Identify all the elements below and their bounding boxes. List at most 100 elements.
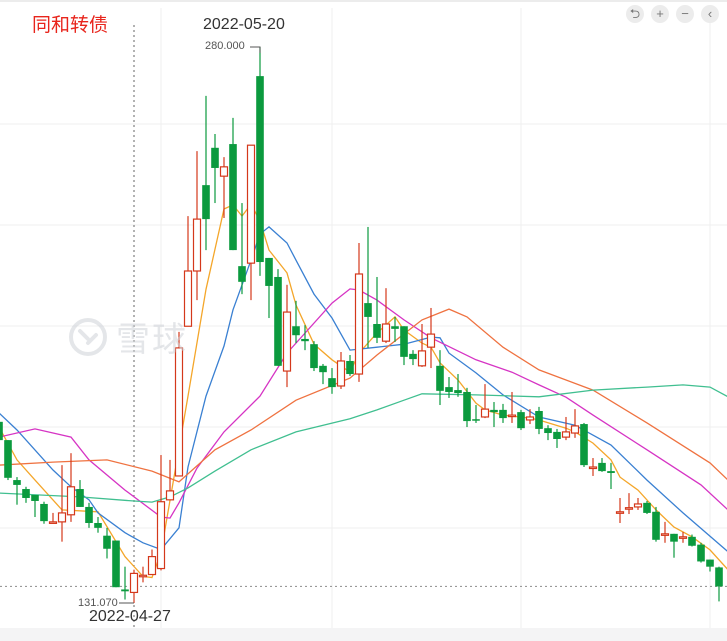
candle-body-down [454,390,462,394]
candle-body-up [588,466,598,470]
candle-body-up [246,144,256,264]
candle-body-down [40,503,48,522]
candle-body-up [138,574,148,578]
reset-button[interactable]: ⮌ [626,5,644,23]
candle-body-down [607,471,615,473]
candle-body-up [660,533,670,536]
candle-body-up [561,431,571,438]
watermark-logo: 雪球 [68,312,188,361]
candle-body-up [183,270,193,327]
candle-body-up [525,416,535,421]
chevron-left-icon: ‹ [707,6,713,21]
candle-body-up [381,323,391,342]
zoom-out-button[interactable]: − [676,5,694,23]
candle-body-down [580,424,588,466]
candle-body-up [66,486,76,516]
ma10-line [0,226,727,552]
candle-body-up [615,511,625,514]
candle-body-down [103,535,111,549]
candle-body-down [490,409,498,413]
candle-body-down [697,544,705,562]
candle-body-down [202,185,210,220]
candle-body-down [499,409,507,419]
candle-body-up [219,166,229,177]
candlestick-chart[interactable] [0,0,727,628]
zoom-in-button[interactable]: + [651,5,669,23]
candle-body-down [301,338,309,342]
candle-body-down [85,506,93,523]
candle-body-up [174,347,184,477]
candle-body-down [319,365,327,373]
candle-body-down [436,365,444,391]
max-date-label: 2022-05-20 [203,16,285,33]
candle-body-down [535,410,543,429]
candle-body-down [598,462,606,472]
candle-body-down [346,360,354,375]
candle-body-up [426,333,436,348]
candle-body-down [229,144,237,251]
candle-body-down [400,326,408,357]
candle-body-up [165,490,175,501]
snowball-logo-icon [69,317,107,356]
max-leader-line [250,46,261,53]
ma60-line [0,384,727,503]
candle-body-down [391,326,399,329]
candle-body-down [706,559,714,567]
candle-body-down [670,533,678,542]
chart-title: 同和转债 [32,14,109,36]
candle-body-down [688,536,696,546]
candle-body-up [156,501,166,570]
candle-body-down [517,412,525,429]
candle-body-down [409,353,417,360]
min-date-label: 2022-04-27 [89,608,171,625]
candle-body-down [31,494,39,501]
candle-body-down [211,147,219,168]
candle-body-down [328,378,336,388]
candle-body-up [282,311,292,372]
candle-body-up [678,536,688,539]
candle-body-down [265,257,273,286]
candle-body-up [48,521,58,524]
candle-body-down [472,419,480,421]
candle-body-down [310,344,318,369]
candle-body-up [57,512,67,523]
max-price-label: 280.000 [205,40,245,52]
candle-body-down [76,489,84,507]
candle-body-down [715,567,723,587]
chart-toolbar: ⮌ + − ‹ [626,5,719,23]
scroll-left-button[interactable]: ‹ [701,5,719,23]
candle-body-up [633,503,643,508]
candle-body-up [129,572,139,594]
candle-body-down [445,387,453,392]
candle-body-down [643,502,651,513]
candle-body-up [417,350,427,367]
candle-body-down [256,76,264,263]
candle-body-down [112,540,120,588]
candle-body-down [121,589,129,592]
undo-icon: ⮌ [629,6,641,21]
candle-body-up [570,425,580,434]
candle-body-down [364,303,372,317]
candle-body-up [192,218,202,272]
ma20-line [0,288,727,519]
candle-body-up [354,273,364,375]
candle-body-down [652,511,660,540]
candle-body-down [292,326,300,336]
candle-body-down [373,324,381,338]
candle-body-down [553,431,561,439]
candle-body-up [147,555,157,576]
watermark-text: 雪球 [116,320,188,360]
candle-body-down [0,421,3,441]
candle-body-down [94,522,102,528]
min-price-label: 131.070 [78,597,118,609]
candle-body-up [624,507,634,510]
minus-icon: − [681,6,689,21]
candle-body-down [238,266,246,282]
candle-body-down [544,428,552,434]
top-border [0,0,727,2]
time-axis-strip [0,628,727,641]
candle-body-down [274,276,282,366]
candle-body-down [463,391,471,422]
candle-body-down [13,480,21,485]
candle-body-up [507,414,517,418]
